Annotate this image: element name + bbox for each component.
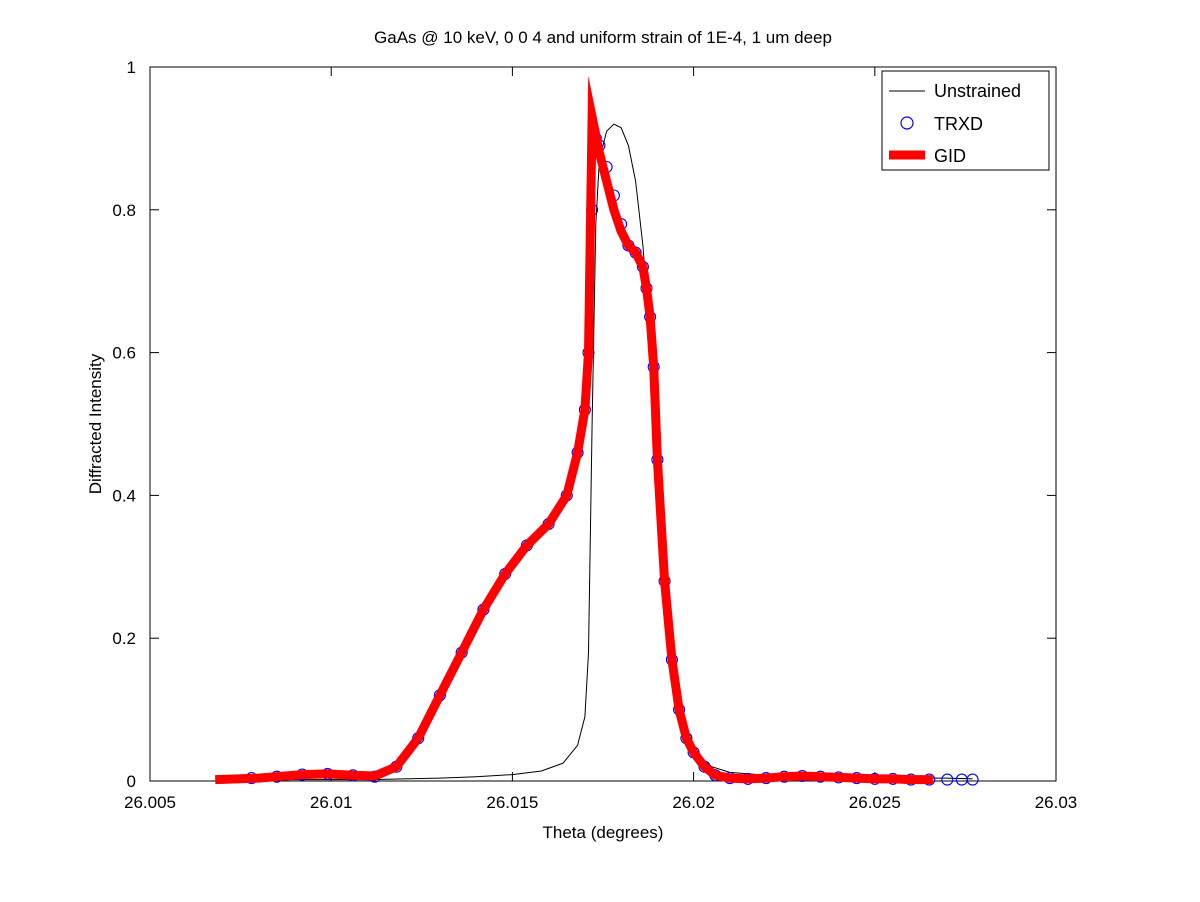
x-tick-label: 26.01 bbox=[310, 793, 353, 812]
legend-label-gid: GID bbox=[934, 146, 966, 166]
legend-label-unstrained: Unstrained bbox=[934, 81, 1021, 101]
y-axis-title: Diffracted Intensity bbox=[86, 353, 105, 494]
axes-box bbox=[149, 66, 1057, 782]
series-layer bbox=[215, 75, 979, 786]
y-tick-label: 0.4 bbox=[112, 486, 136, 505]
trxd-point bbox=[966, 773, 979, 786]
axis-ticks: 26.005 26.01 26.015 26.02 26.025 26.03 0 0.2 0.4… bbox=[112, 58, 1077, 812]
x-tick-label: 26.025 bbox=[849, 793, 901, 812]
trxd-point bbox=[941, 773, 954, 786]
y-tick-label: 0.2 bbox=[112, 629, 136, 648]
y-tick-label: 1 bbox=[127, 58, 136, 77]
x-tick-label: 26.015 bbox=[486, 793, 538, 812]
chart-title: GaAs @ 10 keV, 0 0 4 and uniform strain … bbox=[374, 28, 832, 47]
x-tick-label: 26.03 bbox=[1035, 793, 1078, 812]
series-line-gid bbox=[215, 75, 933, 785]
trxd-point bbox=[955, 773, 968, 786]
legend-label-trxd: TRXD bbox=[934, 114, 983, 134]
y-tick-label: 0.8 bbox=[112, 201, 136, 220]
series-line-unstrained bbox=[251, 123, 973, 781]
y-tick-label: 0 bbox=[127, 772, 136, 791]
legend: Unstrained TRXD GID bbox=[881, 70, 1050, 171]
x-tick-label: 26.005 bbox=[124, 793, 176, 812]
legend-swatch-trxd bbox=[900, 116, 914, 130]
x-axis-title: Theta (degrees) bbox=[543, 823, 664, 842]
y-tick-label: 0.6 bbox=[112, 344, 136, 363]
x-tick-label: 26.02 bbox=[672, 793, 715, 812]
series-markers-trxd bbox=[245, 132, 979, 786]
